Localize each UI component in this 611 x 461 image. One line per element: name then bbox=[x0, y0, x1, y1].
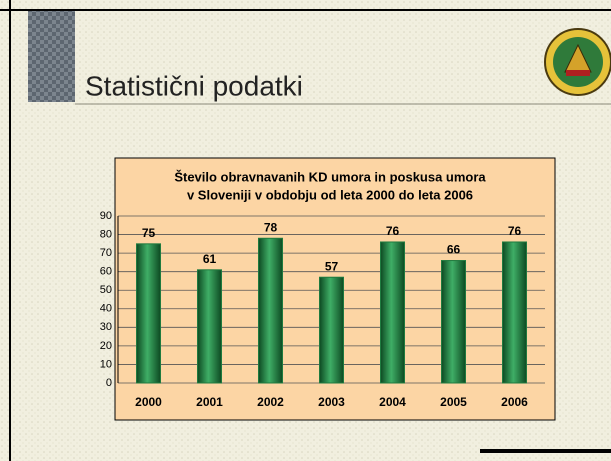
data-label: 57 bbox=[325, 259, 339, 273]
y-tick-label: 0 bbox=[106, 377, 112, 389]
x-tick-label: 2003 bbox=[318, 395, 345, 409]
data-label: 76 bbox=[386, 224, 400, 238]
data-label: 66 bbox=[447, 243, 461, 257]
y-tick-label: 80 bbox=[100, 228, 112, 240]
x-tick-label: 2004 bbox=[379, 395, 406, 409]
x-tick-label: 2001 bbox=[196, 395, 223, 409]
x-tick-label: 2006 bbox=[501, 395, 528, 409]
y-tick-label: 20 bbox=[100, 340, 112, 352]
chart-title: Število obravnavanih KD umora in poskusa… bbox=[174, 169, 486, 184]
bar bbox=[441, 260, 466, 384]
data-label: 76 bbox=[508, 224, 522, 238]
y-tick-label: 70 bbox=[100, 247, 112, 259]
data-label: 75 bbox=[142, 226, 156, 240]
bar bbox=[319, 276, 344, 384]
y-tick-label: 30 bbox=[100, 321, 112, 333]
bar bbox=[258, 237, 283, 384]
bar bbox=[502, 241, 527, 384]
data-label: 61 bbox=[203, 252, 217, 266]
chart-title: v Sloveniji v obdobju od leta 2000 do le… bbox=[187, 187, 473, 202]
bar bbox=[136, 243, 161, 384]
x-tick-label: 2005 bbox=[440, 395, 467, 409]
slide-title: Statistični podatki bbox=[85, 70, 303, 101]
x-tick-label: 2002 bbox=[257, 395, 284, 409]
y-tick-label: 10 bbox=[100, 358, 112, 370]
x-tick-label: 2000 bbox=[135, 395, 162, 409]
y-tick-label: 90 bbox=[100, 210, 112, 222]
y-tick-label: 40 bbox=[100, 303, 112, 315]
logo bbox=[544, 28, 611, 96]
bar bbox=[197, 269, 222, 384]
data-label: 78 bbox=[264, 220, 278, 234]
y-tick-label: 50 bbox=[100, 284, 112, 296]
side-band bbox=[28, 10, 75, 102]
y-tick-label: 60 bbox=[100, 266, 112, 278]
bar bbox=[380, 241, 405, 384]
